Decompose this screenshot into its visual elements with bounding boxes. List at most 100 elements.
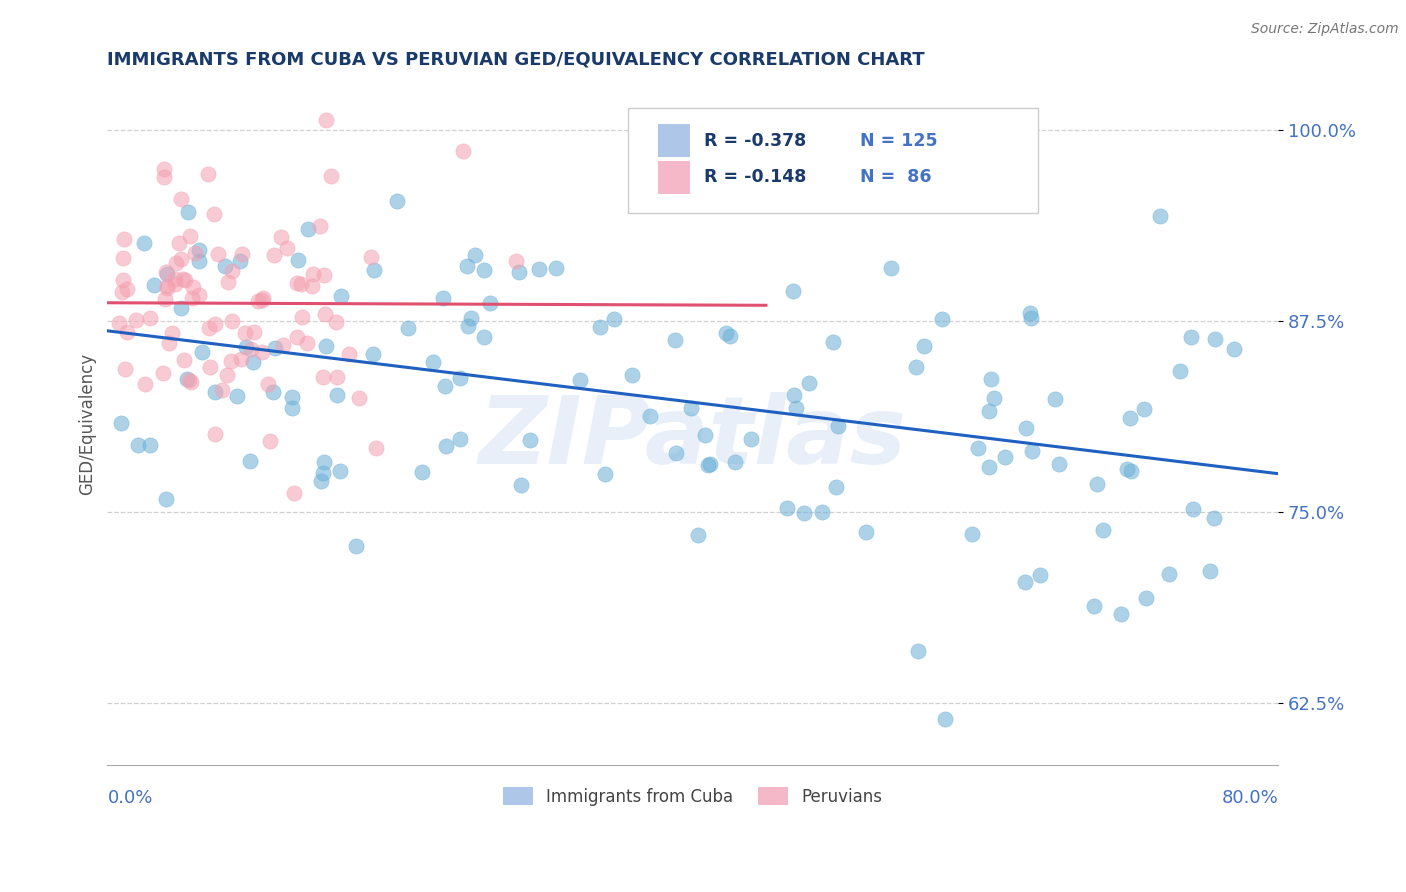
Point bbox=[204, 426, 226, 441]
Point bbox=[314, 307, 336, 321]
Point bbox=[1047, 458, 1070, 472]
Point bbox=[180, 375, 202, 389]
Point bbox=[1109, 607, 1132, 621]
Point bbox=[360, 250, 382, 264]
Point bbox=[699, 457, 721, 471]
Point bbox=[163, 277, 186, 292]
Point bbox=[994, 450, 1017, 464]
Point bbox=[156, 267, 179, 281]
Point bbox=[155, 492, 177, 507]
Point bbox=[228, 253, 250, 268]
Point bbox=[325, 315, 347, 329]
Point bbox=[155, 265, 177, 279]
Point bbox=[173, 353, 195, 368]
Point bbox=[1028, 568, 1050, 582]
Point bbox=[855, 524, 877, 539]
Point bbox=[1159, 566, 1181, 581]
Point bbox=[432, 291, 454, 305]
Point bbox=[782, 387, 804, 401]
Point bbox=[301, 278, 323, 293]
Point bbox=[330, 289, 353, 303]
Point bbox=[177, 373, 200, 387]
Point bbox=[1223, 342, 1246, 356]
Point bbox=[179, 229, 201, 244]
Point bbox=[979, 403, 1001, 417]
Point bbox=[508, 265, 530, 279]
Point bbox=[252, 292, 274, 306]
Point bbox=[202, 207, 225, 221]
Point bbox=[170, 252, 193, 267]
Point bbox=[127, 438, 149, 452]
Point bbox=[638, 409, 661, 423]
Point bbox=[1085, 477, 1108, 491]
Point bbox=[250, 293, 273, 308]
Point bbox=[326, 387, 349, 401]
Point bbox=[315, 112, 337, 127]
Point bbox=[1019, 311, 1042, 326]
Point bbox=[221, 314, 243, 328]
FancyBboxPatch shape bbox=[628, 108, 1038, 213]
Point bbox=[176, 372, 198, 386]
Legend: Immigrants from Cuba, Peruvians: Immigrants from Cuba, Peruvians bbox=[495, 779, 891, 814]
Point bbox=[411, 466, 433, 480]
Point bbox=[449, 432, 471, 446]
Point bbox=[139, 438, 162, 452]
FancyBboxPatch shape bbox=[658, 161, 690, 194]
Point bbox=[907, 644, 929, 658]
Point bbox=[280, 391, 302, 405]
Point bbox=[188, 288, 211, 302]
Point bbox=[329, 464, 352, 478]
Point bbox=[125, 313, 148, 327]
Text: 80.0%: 80.0% bbox=[1222, 789, 1278, 807]
Point bbox=[681, 401, 703, 415]
Point bbox=[153, 169, 176, 184]
Point bbox=[108, 316, 131, 330]
Point bbox=[211, 384, 233, 398]
Point bbox=[793, 506, 815, 520]
Point bbox=[242, 355, 264, 369]
Point bbox=[1118, 410, 1140, 425]
Point bbox=[302, 268, 325, 282]
Y-axis label: GED/Equivalency: GED/Equivalency bbox=[79, 353, 96, 495]
Point bbox=[233, 326, 256, 341]
Text: N =  86: N = 86 bbox=[860, 169, 932, 186]
Point bbox=[280, 401, 302, 416]
Point bbox=[271, 338, 294, 352]
Point bbox=[716, 326, 738, 340]
Point bbox=[544, 261, 567, 276]
Point bbox=[184, 245, 207, 260]
Point bbox=[290, 277, 312, 291]
Point bbox=[240, 342, 263, 356]
Point bbox=[593, 467, 616, 481]
Point bbox=[315, 339, 337, 353]
Point bbox=[510, 477, 533, 491]
Text: R = -0.378: R = -0.378 bbox=[704, 132, 807, 150]
Point bbox=[451, 144, 474, 158]
Point bbox=[263, 341, 285, 355]
Point bbox=[1014, 575, 1036, 590]
Point bbox=[1149, 209, 1171, 223]
Point bbox=[740, 432, 762, 446]
Point bbox=[243, 325, 266, 339]
Point bbox=[718, 328, 741, 343]
Point bbox=[311, 369, 333, 384]
Point bbox=[1116, 461, 1139, 475]
Point bbox=[181, 279, 204, 293]
Point bbox=[215, 368, 238, 383]
Point bbox=[823, 335, 845, 350]
Point bbox=[912, 339, 935, 353]
Point bbox=[344, 540, 367, 554]
Point bbox=[880, 260, 903, 275]
Point bbox=[478, 296, 501, 310]
Point bbox=[111, 273, 134, 287]
Text: ZIPatlas: ZIPatlas bbox=[478, 392, 907, 484]
Point bbox=[696, 458, 718, 473]
Point bbox=[257, 377, 280, 392]
Point bbox=[132, 236, 155, 251]
Point bbox=[347, 392, 370, 406]
Point bbox=[1133, 401, 1156, 416]
Point bbox=[314, 268, 336, 282]
Point bbox=[983, 391, 1005, 405]
Point bbox=[1199, 564, 1222, 578]
Point bbox=[111, 251, 134, 265]
